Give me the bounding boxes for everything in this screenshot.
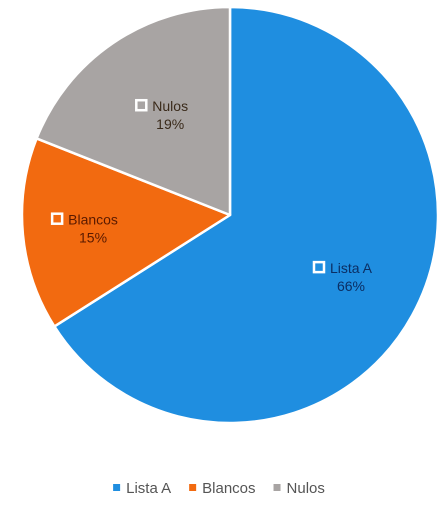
pie-slice-blancos bbox=[20, 137, 232, 328]
legend-label: Lista A bbox=[126, 480, 171, 497]
data-label-percent: 66% bbox=[337, 278, 365, 294]
data-label-category: Nulos bbox=[152, 98, 188, 114]
pie-slice-nulos bbox=[35, 5, 232, 217]
legend-label: Blancos bbox=[202, 480, 255, 497]
data-label-marker bbox=[50, 212, 64, 225]
data-label-lista-a: Lista A 66% bbox=[312, 260, 373, 294]
data-label-nulos: Nulos 19% bbox=[135, 98, 188, 132]
legend-item-nulos: Nulos bbox=[273, 480, 325, 497]
chart-legend: Lista A Blancos Nulos bbox=[113, 480, 325, 497]
data-label-category: Blancos bbox=[68, 212, 118, 228]
data-label-marker bbox=[312, 260, 326, 274]
pie-slices bbox=[20, 5, 438, 425]
legend-item-blancos: Blancos bbox=[189, 480, 256, 497]
data-label-percent: 15% bbox=[79, 230, 107, 246]
data-label-blancos: Blancos 15% bbox=[50, 212, 118, 246]
legend-swatch bbox=[189, 484, 197, 491]
pie-slice-lista-a bbox=[53, 5, 438, 425]
data-label-marker bbox=[135, 98, 148, 112]
legend-item-lista-a: Lista A bbox=[113, 480, 171, 497]
legend-label: Nulos bbox=[287, 480, 325, 497]
legend-swatch bbox=[273, 484, 281, 491]
data-label-percent: 19% bbox=[156, 116, 184, 132]
pie-slice-labels: Lista A 66% Blancos 15% Nulos 19% bbox=[50, 98, 373, 294]
legend-swatch bbox=[113, 484, 121, 491]
data-label-category: Lista A bbox=[330, 260, 373, 276]
